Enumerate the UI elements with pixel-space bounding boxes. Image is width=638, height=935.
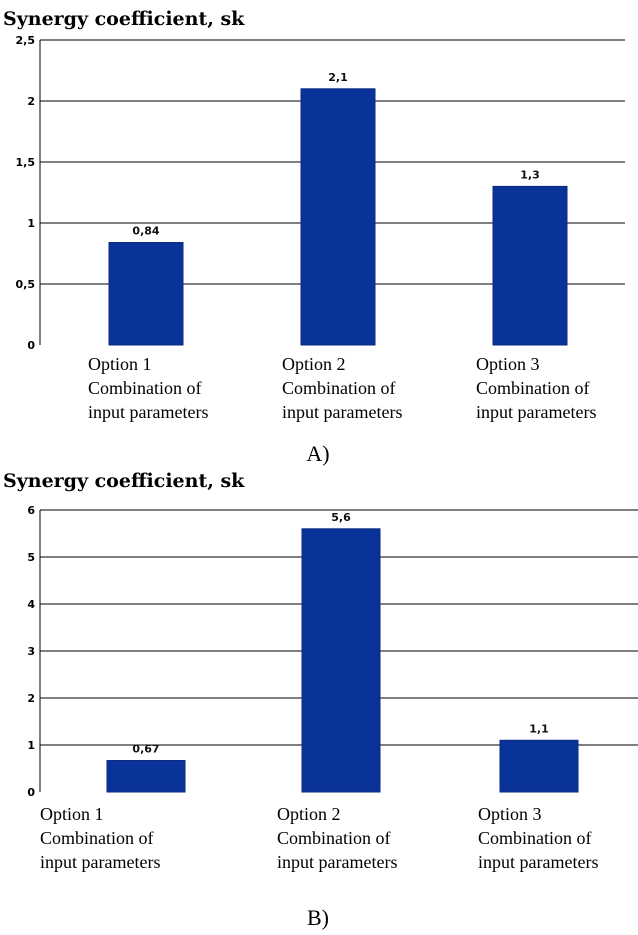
- y-tick-label: 2: [27, 95, 35, 108]
- y-tick-label: 0: [27, 786, 35, 799]
- category-label: input parameters: [40, 852, 160, 872]
- category-label: Option 1: [40, 804, 104, 824]
- category-label: Combination of: [282, 378, 396, 398]
- category-label: input parameters: [478, 852, 598, 872]
- category-label: Combination of: [476, 378, 590, 398]
- y-tick-label: 1,5: [16, 156, 36, 169]
- data-label: 1,3: [520, 168, 540, 181]
- y-tick-label: 6: [27, 504, 35, 517]
- data-label: 0,84: [132, 225, 159, 238]
- bar: [106, 760, 186, 793]
- bar: [108, 242, 184, 346]
- category-label: Option 3: [476, 354, 540, 374]
- y-tick-label: 1: [27, 217, 35, 230]
- category-label: input parameters: [88, 402, 208, 422]
- y-tick-label: 3: [27, 645, 35, 658]
- y-tick-label: 5: [27, 551, 35, 564]
- y-tick-label: 0,5: [16, 278, 36, 291]
- y-tick-label: 2,5: [16, 34, 36, 47]
- bar: [492, 185, 568, 346]
- category-label: Option 3: [478, 804, 542, 824]
- category-label: Combination of: [40, 828, 154, 848]
- category-label: Option 2: [277, 804, 341, 824]
- category-label: Option 2: [282, 354, 346, 374]
- data-label: 0,67: [132, 743, 159, 756]
- category-label: input parameters: [277, 852, 397, 872]
- category-label: input parameters: [282, 402, 402, 422]
- category-label: Combination of: [88, 378, 202, 398]
- category-label: Combination of: [478, 828, 592, 848]
- data-label: 1,1: [529, 722, 549, 735]
- category-label: input parameters: [476, 402, 596, 422]
- panel-caption: B): [307, 905, 329, 930]
- bar: [300, 88, 376, 346]
- bar: [301, 528, 381, 793]
- chart-title: Synergy coefficient, sk: [3, 8, 245, 30]
- chart-title: Synergy coefficient, sk: [3, 470, 245, 492]
- y-tick-label: 1: [27, 739, 35, 752]
- category-label: Option 1: [88, 354, 152, 374]
- data-label: 5,6: [331, 511, 351, 524]
- panel-caption: A): [306, 441, 329, 466]
- y-tick-label: 2: [27, 692, 35, 705]
- y-tick-label: 0: [27, 339, 35, 352]
- bar: [499, 739, 579, 793]
- y-tick-label: 4: [27, 598, 35, 611]
- category-label: Combination of: [277, 828, 391, 848]
- data-label: 2,1: [328, 71, 348, 84]
